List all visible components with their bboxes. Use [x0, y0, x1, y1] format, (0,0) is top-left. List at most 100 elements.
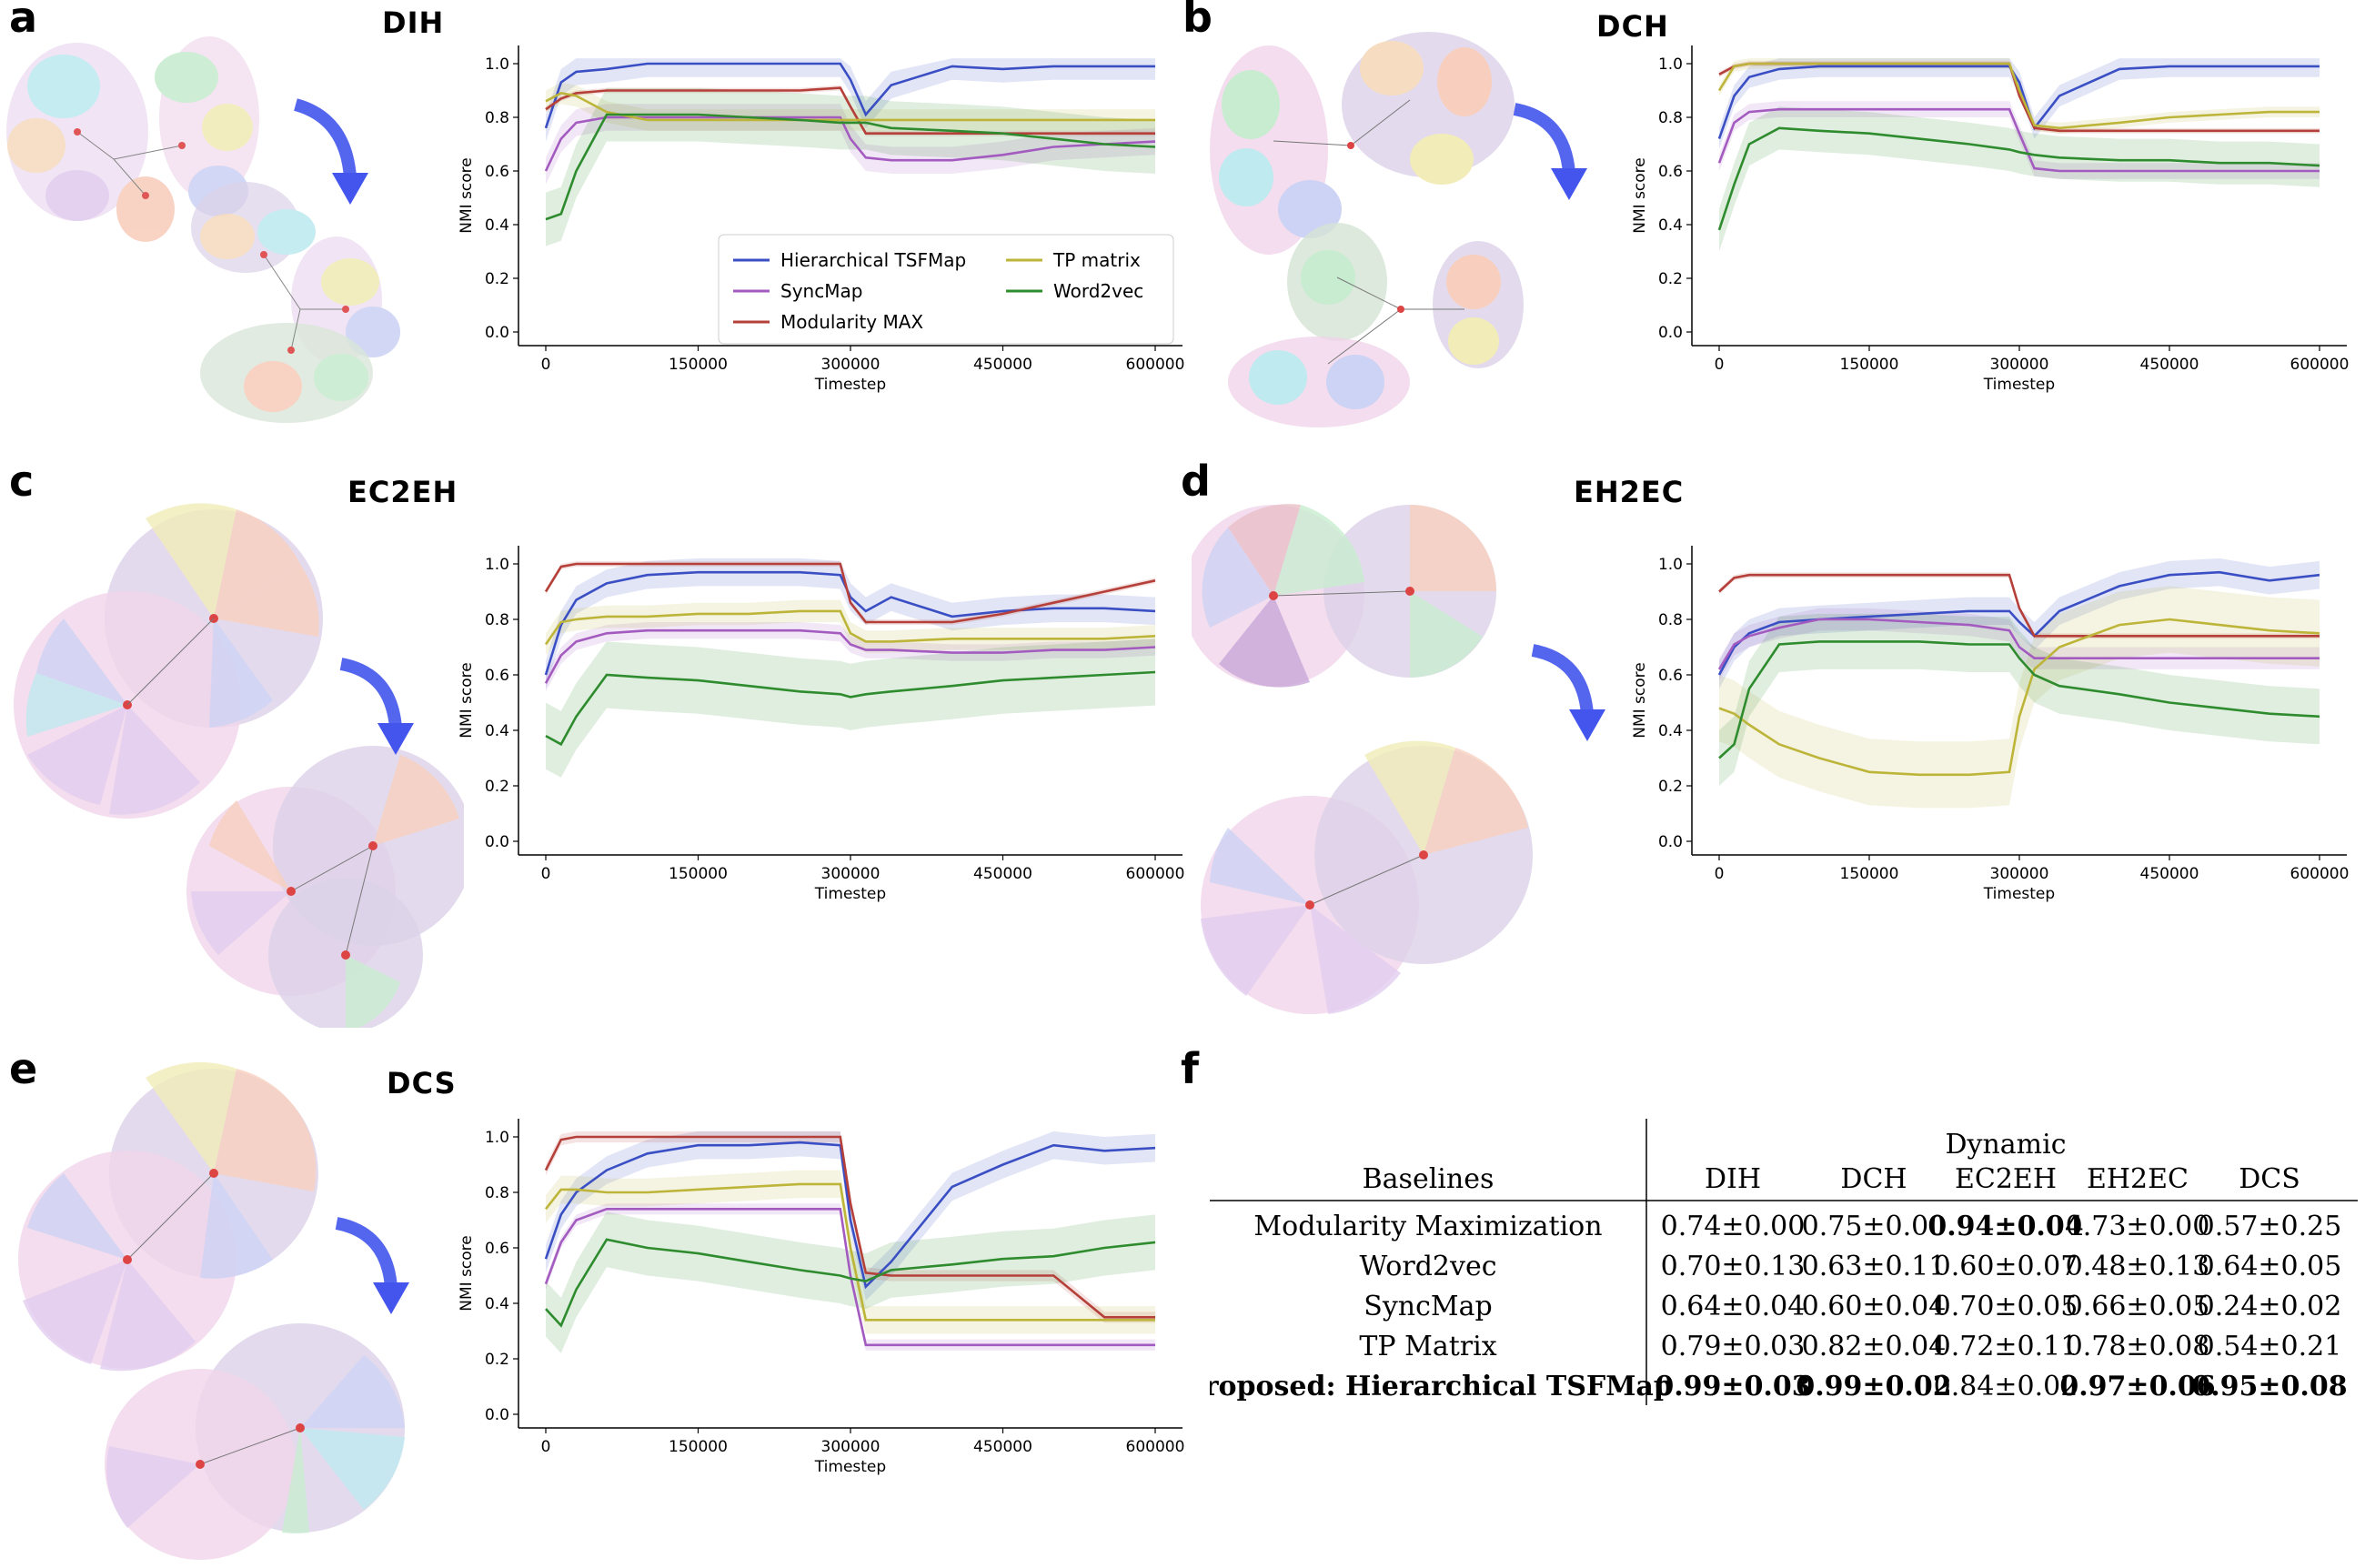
y-tick-label: 0.4	[485, 722, 509, 740]
table-cell: 0.94±0.04	[1927, 1211, 2083, 1242]
series-band	[546, 622, 1155, 692]
panel-label-d: d	[1181, 457, 1211, 506]
x-tick-label: 300000	[1990, 356, 2049, 374]
chart-ec2eh: 0.0 0.2 0.4 0.6 0.8 1.0 0 150000 300000 450000 600…	[458, 546, 1185, 903]
x-axis-label: Timestep	[1983, 376, 2055, 394]
x-tick-label: 150000	[669, 1438, 728, 1456]
y-axis-label: NMI score	[458, 1235, 476, 1311]
y-tick-label: 0.6	[1658, 667, 1683, 685]
series-line-syncmap	[544, 116, 1156, 172]
table-column-header: EH2EC	[2087, 1163, 2189, 1195]
table-row: Modularity Maximization 0.74±0.000.75±0.0…	[1253, 1211, 2341, 1242]
table-column-header: EC2EH	[1955, 1163, 2057, 1195]
table-row-name: Proposed: Hierarchical TSFMap	[1210, 1371, 1673, 1402]
table-cell: 0.70±0.05	[1934, 1291, 2078, 1322]
table-row: TP Matrix 0.79±0.030.82±0.040.72±0.110.78…	[1359, 1331, 2341, 1362]
x-tick-label: 600000	[1126, 1438, 1185, 1456]
y-tick-label: 0.4	[1658, 722, 1683, 740]
x-tick-label: 150000	[1840, 356, 1899, 374]
x-tick-label: 600000	[2290, 356, 2350, 374]
table-cell: 0.48±0.13	[2066, 1251, 2210, 1282]
network-diagram-dcs	[18, 1061, 409, 1560]
x-tick-label: 300000	[821, 865, 881, 883]
x-tick-label: 0	[541, 356, 551, 374]
table-row-name: Modularity Maximization	[1253, 1211, 1602, 1242]
x-tick-label: 0	[1715, 356, 1725, 374]
series-band	[546, 1211, 1155, 1353]
y-tick-label: 0.2	[1658, 778, 1683, 796]
x-tick-label: 150000	[669, 356, 728, 374]
y-tick-label: 0.8	[485, 1184, 509, 1202]
panel-title-dcs: DCS	[387, 1066, 457, 1101]
legend-label: SyncMap	[780, 280, 862, 302]
table-cell: 0.79±0.03	[1661, 1331, 1806, 1362]
panel-title-dch: DCH	[1596, 9, 1669, 44]
legend-label: Modularity MAX	[780, 311, 923, 333]
series-line-word2vec	[545, 113, 1156, 221]
panel-title-ec2eh: EC2EH	[347, 475, 458, 509]
y-tick-label: 0.2	[1658, 270, 1683, 288]
x-tick-label: 600000	[1126, 865, 1185, 883]
y-tick-label: 0.0	[485, 324, 509, 342]
table-cell: 0.60±0.04	[1802, 1291, 1947, 1322]
y-tick-label: 1.0	[1658, 556, 1683, 574]
x-axis-label: Timestep	[814, 885, 886, 903]
table-cell: 0.57±0.25	[2198, 1211, 2342, 1242]
table-cell: 0.70±0.13	[1661, 1251, 1806, 1282]
series-line-hierarchical-tsfmap	[1717, 570, 2320, 676]
table-column-header: DCH	[1840, 1163, 1907, 1195]
x-tick-label: 450000	[973, 865, 1032, 883]
y-tick-label: 0.0	[1658, 833, 1683, 851]
table-cell: 0.60±0.07	[1934, 1251, 2078, 1282]
series-band	[546, 87, 1155, 246]
table-row-name: TP Matrix	[1359, 1331, 1496, 1362]
y-tick-label: 1.0	[485, 556, 509, 574]
y-tick-label: 0.8	[1658, 109, 1683, 127]
table-row: Word2vec 0.70±0.130.63±0.110.60±0.070.48±…	[1360, 1251, 2342, 1282]
series-line-modularity-max	[544, 1135, 1155, 1319]
series-band	[1719, 613, 2320, 786]
series-line-syncmap	[1717, 618, 2320, 670]
series-band	[546, 104, 1155, 185]
table-cell: 0.64±0.05	[2198, 1251, 2342, 1282]
legend-label: TP matrix	[1052, 249, 1141, 271]
x-tick-label: 0	[541, 865, 551, 883]
y-tick-label: 0.2	[485, 1351, 509, 1369]
chart-dcs: 0.0 0.2 0.4 0.6 0.8 1.0 0 150000 300000 450000 600…	[458, 1119, 1185, 1476]
table-row-name: SyncMap	[1364, 1291, 1492, 1322]
panel-label-b: b	[1182, 0, 1213, 42]
table-cell: 0.24±0.02	[2198, 1291, 2342, 1322]
table-cell: 0.73±0.00	[2066, 1211, 2210, 1242]
table-row-name: Word2vec	[1360, 1251, 1497, 1282]
y-tick-label: 1.0	[485, 55, 509, 74]
series-band	[1719, 101, 2320, 179]
y-tick-label: 0.8	[485, 109, 509, 127]
y-tick-label: 0.4	[485, 216, 509, 235]
series-line-tp-matrix	[1718, 618, 2320, 777]
chart-eh2ec: 0.0 0.2 0.4 0.6 0.8 1.0 0 150000 300000 450000 600…	[1631, 546, 2350, 903]
x-tick-label: 600000	[2290, 865, 2350, 883]
series-band	[546, 82, 1155, 131]
table-row-header: Baselines	[1363, 1163, 1494, 1195]
table-cell: 0.75±0.00	[1802, 1211, 1947, 1242]
table-cell: 0.99±0.02	[1796, 1371, 1951, 1402]
y-axis-label: NMI score	[458, 662, 476, 738]
x-tick-label: 0	[541, 1438, 551, 1456]
series-line-tp-matrix	[1717, 62, 2320, 130]
network-diagram-eh2ec	[1192, 504, 1605, 1014]
panel-label-f: f	[1181, 1044, 1200, 1093]
table-cell: 0.78±0.08	[2066, 1331, 2210, 1362]
y-axis-label: NMI score	[458, 157, 476, 233]
network-diagram-ec2eh	[14, 503, 464, 1028]
table-cell: 0.64±0.04	[1661, 1291, 1806, 1322]
y-tick-label: 0.0	[485, 833, 509, 851]
legend-label: Hierarchical TSFMap	[780, 249, 966, 271]
y-tick-label: 0.6	[485, 667, 509, 685]
y-tick-label: 0.8	[1658, 611, 1683, 629]
network-diagram-dch	[1210, 32, 1587, 427]
y-tick-label: 0.0	[485, 1406, 509, 1424]
series-line-modularity-max	[1718, 573, 2320, 638]
x-axis-label: Timestep	[814, 376, 886, 394]
table-cell: 0.84±0.02	[1934, 1371, 2078, 1402]
y-tick-label: 0.4	[1658, 216, 1683, 235]
